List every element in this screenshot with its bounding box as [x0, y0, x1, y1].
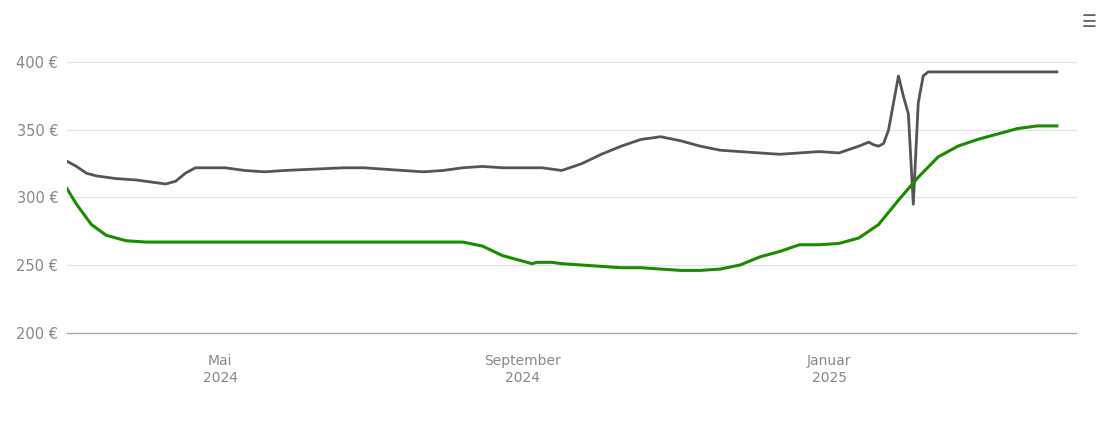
- Text: ☰: ☰: [1082, 13, 1097, 31]
